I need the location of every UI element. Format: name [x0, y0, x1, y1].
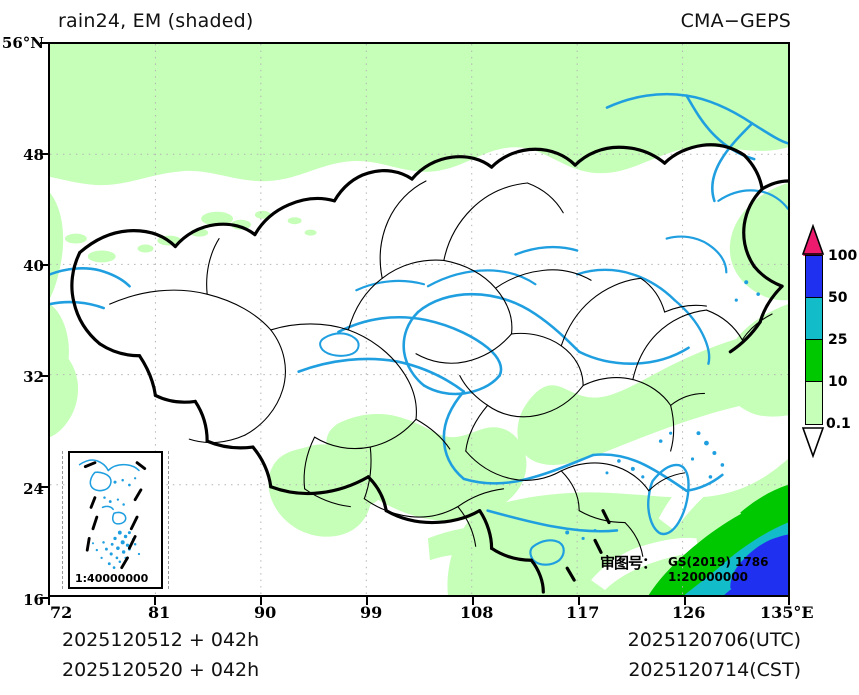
model-label: CMA−GEPS — [680, 10, 791, 32]
shading-blob-blue — [730, 534, 788, 595]
x-tick-mark — [260, 597, 262, 605]
y-tick-label-56: 56°N — [1, 34, 44, 52]
colorbar-segment-25-50 — [806, 298, 822, 340]
colorbar-segment-10-25 — [806, 340, 822, 382]
y-tick-mark — [40, 264, 48, 266]
y-tick-mark — [40, 597, 48, 599]
colorbar-segment-0.1-10 — [806, 382, 822, 424]
maritime-dash-segments — [565, 509, 611, 582]
x-tick-mark — [48, 597, 50, 605]
inset-guide-left — [62, 451, 63, 589]
shading-west-edge — [50, 192, 79, 438]
map-approval-cn-label: 审图号： — [600, 554, 657, 572]
rivers-and-lakes — [50, 92, 788, 566]
y-tick-mark — [40, 153, 48, 155]
x-tick-label-135: 135°E — [760, 603, 814, 622]
x-tick-mark — [578, 597, 580, 605]
x-tick-label-81: 81 — [148, 603, 171, 622]
colorbar-high-arrow — [803, 228, 823, 256]
x-tick-mark — [684, 597, 686, 605]
shading-east-band — [517, 325, 788, 465]
map-approval-number: GS(2019) 1786 — [668, 555, 769, 569]
y-tick-label-48: 48 — [23, 146, 44, 164]
inset-scale-label: 1:40000000 — [74, 572, 150, 585]
x-tick-label-99: 99 — [360, 603, 383, 622]
page-title: rain24, EM (shaded) — [58, 10, 254, 32]
y-tick-label-40: 40 — [23, 257, 44, 275]
shading-streaks — [740, 484, 788, 523]
colorbar-label-10: 10 — [828, 374, 848, 390]
colorbar-segment-50-100 — [806, 256, 822, 298]
y-tick-mark — [40, 486, 48, 488]
colorbar-label-25: 25 — [828, 332, 848, 348]
footer-init-time-cst: 2025120520 + 042h — [62, 659, 260, 681]
map-canvas — [50, 44, 788, 595]
colorbar — [805, 255, 823, 425]
footer-init-time-utc: 2025120512 + 042h — [62, 629, 260, 651]
x-tick-label-72: 72 — [50, 603, 73, 622]
x-tick-label-117: 117 — [566, 603, 600, 622]
footer-valid-time-cst: 2025120714(CST) — [628, 659, 801, 681]
province-boundaries — [109, 180, 773, 557]
shading-north — [50, 44, 788, 186]
map-scale-label: 1:20000000 — [668, 570, 748, 584]
x-tick-mark — [366, 597, 368, 605]
map-graphics — [50, 44, 788, 595]
dry-slot-southeast — [591, 421, 788, 591]
y-tick-label-24: 24 — [23, 480, 44, 498]
y-tick-mark — [40, 375, 48, 377]
y-tick-label-16: 16 — [23, 591, 44, 609]
inset-graphics — [70, 453, 161, 587]
x-tick-label-90: 90 — [254, 603, 277, 622]
footer-valid-time-utc: 2025120706(UTC) — [627, 629, 801, 651]
x-tick-mark — [472, 597, 474, 605]
map-plot-area — [48, 42, 790, 597]
colorbar-label-50: 50 — [828, 290, 848, 306]
y-tick-label-32: 32 — [23, 368, 44, 386]
colorbar-label-100: 100 — [828, 248, 858, 264]
colorbar-label-0.1: 0.1 — [826, 416, 851, 432]
x-tick-label-126: 126 — [672, 603, 706, 622]
grid-lines — [50, 44, 788, 595]
x-tick-mark — [788, 597, 790, 605]
shading-patches — [64, 210, 317, 263]
national-border — [70, 143, 788, 594]
shading-southwest — [268, 413, 527, 537]
y-tick-mark — [40, 42, 48, 44]
colorbar-low-arrow — [803, 425, 823, 453]
x-tick-label-108: 108 — [460, 603, 494, 622]
x-tick-mark — [154, 597, 156, 605]
inset-guide-right — [168, 451, 169, 589]
south-china-sea-inset: 1:40000000 — [68, 451, 163, 589]
